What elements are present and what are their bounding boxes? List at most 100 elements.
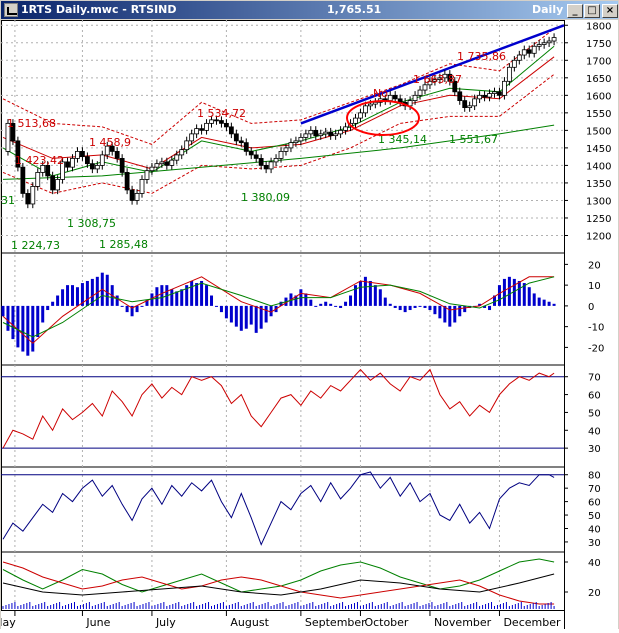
candle-body <box>238 140 244 144</box>
candle-body <box>502 80 507 96</box>
macd-histogram-bar <box>145 299 149 306</box>
macd-histogram-bar <box>314 305 318 307</box>
macd-histogram-bar <box>339 305 343 308</box>
price-tick-label: 1350 <box>586 179 611 190</box>
rsi-tick-label: 60 <box>588 391 601 402</box>
month-label: August <box>230 616 269 629</box>
month-label: May <box>1 616 16 629</box>
macd-histogram-bar <box>264 305 268 323</box>
rsi-line <box>2 368 555 449</box>
candle-body <box>328 131 334 137</box>
candle-body <box>184 140 190 151</box>
window-title: 1RTS Daily.mwc - RTSIND <box>21 3 177 16</box>
chart-app-icon[interactable] <box>4 3 18 17</box>
macd-histogram-bar <box>249 305 253 325</box>
close-button[interactable]: × <box>602 4 618 18</box>
candle-body <box>248 150 254 156</box>
macd-histogram-bar <box>488 305 492 311</box>
candle-body <box>194 128 200 135</box>
candle-body <box>387 94 393 101</box>
candle-body <box>15 140 21 168</box>
month-label: October <box>364 616 408 629</box>
candle-body <box>75 150 80 159</box>
macd-histogram-bar <box>195 283 199 306</box>
macd-histogram-bar <box>229 305 233 323</box>
macd-histogram-bar <box>85 280 89 306</box>
candle-body <box>243 142 249 152</box>
price-annotation: 1 458,9 <box>89 136 131 149</box>
maximize-button[interactable]: □ <box>584 4 600 18</box>
candle-body <box>308 129 314 135</box>
candle-body <box>353 117 358 124</box>
macd-histogram-bar <box>170 289 174 306</box>
macd-histogram-bar <box>294 295 298 306</box>
macd-histogram-bar <box>36 305 40 338</box>
price-annotation: 1 423,42 <box>15 154 64 167</box>
candle-body <box>313 129 319 137</box>
price-annotation: 1 513,68 <box>7 117 56 130</box>
macd-histogram-bar <box>547 301 551 306</box>
macd-histogram-bar <box>413 305 417 308</box>
macd-histogram-bar <box>1 305 5 317</box>
macd-histogram-bar <box>125 305 129 313</box>
chart-area[interactable]: 1200 1250 1300 1350 1400 1450 1500 1550 1600 1650… <box>0 20 618 629</box>
macd-histogram-bar <box>443 305 447 323</box>
candle-body <box>60 161 65 180</box>
highlight-ellipse <box>346 100 420 136</box>
candle-body <box>224 122 229 128</box>
month-label: July <box>155 616 176 629</box>
macd-histogram-bar <box>309 299 313 306</box>
macd-histogram-bar <box>448 305 452 327</box>
candle-body <box>477 94 483 100</box>
price-tick-label: 1800 <box>586 21 611 32</box>
macd-tick-label: 20 <box>588 260 601 271</box>
stochastic-tick-label: 80 <box>588 471 601 482</box>
candle-body <box>546 40 552 44</box>
macd-histogram-bar <box>497 285 501 306</box>
candle-body <box>363 105 368 114</box>
macd-histogram-bar <box>438 305 442 319</box>
macd-histogram-bar <box>542 299 546 306</box>
candle-body <box>482 94 487 98</box>
chart-svg[interactable]: 1200 1250 1300 1350 1400 1450 1500 1550 1600 1650… <box>0 20 618 629</box>
macd-histogram-bar <box>522 283 526 306</box>
macd-histogram-bar <box>115 295 119 306</box>
candle-body <box>422 84 428 91</box>
candle-body <box>10 122 16 142</box>
plot-frame <box>1 20 565 611</box>
candle-body <box>114 150 120 159</box>
macd-histogram-bar <box>160 285 164 306</box>
macd-histogram-bar <box>51 301 55 306</box>
candle-body <box>531 45 537 54</box>
macd-histogram-bar <box>537 297 541 306</box>
macd-histogram-bar <box>368 280 372 306</box>
candle-body <box>303 133 309 138</box>
candle-body <box>268 161 274 170</box>
candle-body <box>258 158 264 166</box>
candle-body <box>293 140 299 144</box>
title-bar[interactable]: 1RTS Daily.mwc - RTSIND 1,765.51 Daily _… <box>1 1 618 19</box>
macd-histogram-bar <box>517 280 521 306</box>
macd-histogram-bar <box>210 295 214 306</box>
macd-histogram-bar <box>329 303 333 306</box>
macd-histogram-bar <box>205 285 209 306</box>
price-tick-label: 1550 <box>586 109 611 120</box>
dmi-tick-label: 20 <box>588 588 601 599</box>
candle-body <box>551 37 557 42</box>
macd-histogram-bar <box>393 305 397 308</box>
minimize-button[interactable]: _ <box>567 4 583 18</box>
macd-histogram-bar <box>304 293 308 306</box>
price-tick-label: 1500 <box>586 126 611 137</box>
price-annotation: 1 285,48 <box>99 238 148 251</box>
price-annotation: No <box>373 87 388 100</box>
overlay-trendline <box>300 24 565 125</box>
macd-histogram-bar <box>224 305 228 319</box>
macd-histogram-bar <box>254 305 258 333</box>
macd-histogram-bar <box>105 274 109 306</box>
price-annotation: 1 380,09 <box>241 191 290 204</box>
macd-histogram-bar <box>71 285 75 306</box>
candle-body <box>343 126 348 131</box>
candle-body <box>134 193 140 201</box>
candle-body <box>487 93 492 98</box>
